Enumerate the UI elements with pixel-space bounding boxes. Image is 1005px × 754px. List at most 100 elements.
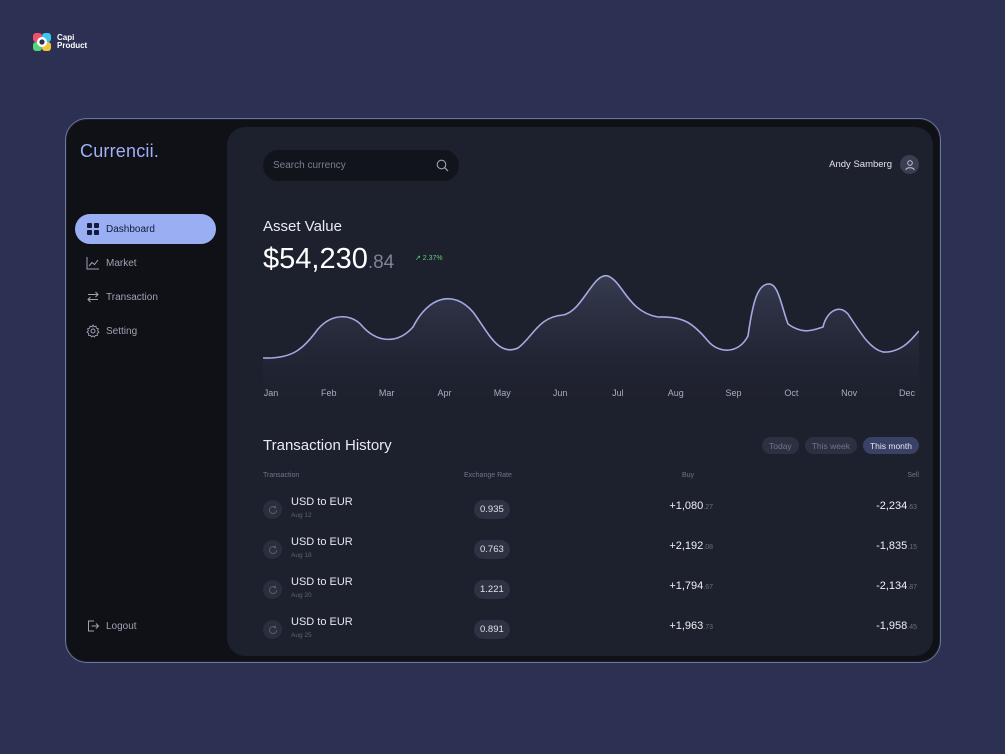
- table-row[interactable]: USD to EUR Aug 18 0.763 +2,192.08 -1,835…: [263, 532, 919, 572]
- filter-today[interactable]: Today: [762, 437, 799, 454]
- buy-amount: +2,192.08: [669, 540, 713, 552]
- buy-value: +1,963: [669, 620, 704, 632]
- buy-cents: .73: [703, 624, 713, 631]
- asset-title: Asset Value: [263, 218, 342, 235]
- column-header-rate[interactable]: Exchange Rate: [464, 472, 512, 479]
- sell-value: -1,958: [876, 620, 908, 632]
- logout-button[interactable]: Logout: [86, 619, 137, 633]
- sell-cents: .63: [907, 504, 917, 511]
- x-tick-label: Aug: [667, 388, 684, 398]
- sidebar-item-market[interactable]: Market: [75, 248, 216, 278]
- chart-line-icon: [86, 257, 99, 270]
- gear-icon: [86, 324, 100, 338]
- x-tick-label: Sep: [725, 388, 742, 398]
- logout-label: Logout: [106, 620, 137, 632]
- exchange-rate-badge: 0.935: [474, 500, 510, 519]
- buy-amount: +1,963.73: [669, 620, 713, 632]
- x-tick-label: Mar: [378, 388, 395, 398]
- main-panel: Andy Samberg Asset Value $54,230 .84 ↗ 2…: [227, 127, 933, 656]
- sell-cents: .45: [907, 624, 917, 631]
- chart-line: [263, 275, 919, 359]
- sell-amount: -2,134.87: [876, 580, 917, 592]
- table-row[interactable]: USD to EUR Aug 20 1.221 +1,794.67 -2,134…: [263, 572, 919, 612]
- row-pair: USD to EUR: [291, 496, 353, 508]
- buy-cents: .67: [703, 584, 713, 591]
- x-tick-label: Apr: [437, 388, 452, 398]
- logout-icon: [88, 620, 100, 632]
- sell-value: -1,835: [876, 540, 908, 552]
- buy-value: +1,794: [669, 580, 704, 592]
- brand-line-2: Product: [57, 41, 88, 50]
- avatar[interactable]: [900, 155, 919, 174]
- brand-logo-icon: [33, 33, 51, 51]
- x-tick-label: Jul: [612, 388, 624, 398]
- x-tick-label: Oct: [784, 388, 799, 398]
- x-tick-label: Feb: [321, 388, 337, 398]
- row-date: Aug 25: [291, 632, 312, 639]
- refresh-icon: [263, 580, 282, 599]
- buy-cents: .27: [703, 504, 713, 511]
- sell-amount: -2,234.63: [876, 500, 917, 512]
- app-logo[interactable]: Currencii.: [80, 141, 160, 161]
- sidebar: Currencii. Dashboard Market Transaction …: [66, 119, 228, 662]
- row-pair: USD to EUR: [291, 616, 353, 628]
- exchange-rate-badge: 0.763: [474, 540, 510, 559]
- sidebar-item-label: Transaction: [106, 291, 158, 303]
- search-icon[interactable]: [436, 159, 449, 172]
- sidebar-nav: Dashboard Market Transaction Setting: [75, 214, 216, 350]
- x-tick-label: Dec: [898, 388, 916, 398]
- row-pair: USD to EUR: [291, 536, 353, 548]
- sidebar-item-label: Setting: [106, 325, 138, 337]
- buy-amount: +1,080.27: [669, 500, 713, 512]
- buy-amount: +1,794.67: [669, 580, 713, 592]
- buy-value: +2,192: [669, 540, 704, 552]
- chart-x-axis: Jan Feb Mar Apr May Jun Jul Aug Sep Oct Nov Dec: [263, 388, 919, 402]
- x-tick-label: Jan: [263, 388, 279, 398]
- filter-this-month[interactable]: This month: [862, 437, 919, 454]
- asset-value-main: $54,230: [263, 243, 368, 275]
- search-input[interactable]: [273, 160, 423, 171]
- row-date: Aug 12: [291, 512, 312, 519]
- user-menu[interactable]: Andy Samberg: [829, 155, 919, 174]
- arrows-swap-icon: [87, 291, 99, 303]
- brand-name: Capi Product: [57, 34, 97, 50]
- row-date: Aug 20: [291, 592, 312, 599]
- asset-value-decimal: .84: [367, 252, 395, 273]
- table-row[interactable]: USD to EUR Aug 25 0.891 +1,963.73 -1,958…: [263, 612, 919, 652]
- sidebar-item-dashboard[interactable]: Dashboard: [75, 214, 216, 244]
- period-filter: Today This week This month: [762, 437, 919, 454]
- column-header-buy[interactable]: Buy: [682, 472, 695, 479]
- exchange-rate-badge: 1.221: [474, 580, 510, 599]
- exchange-rate-badge: 0.891: [474, 620, 510, 639]
- buy-value: +1,080: [669, 500, 704, 512]
- filter-this-week[interactable]: This week: [804, 437, 857, 454]
- refresh-icon: [263, 540, 282, 559]
- sell-value: -2,134: [876, 580, 908, 592]
- search-bar[interactable]: [263, 150, 459, 181]
- user-name: Andy Samberg: [829, 159, 892, 170]
- asset-change-badge: ↗ 2.37%: [415, 255, 443, 262]
- table-row[interactable]: USD to EUR Aug 12 0.935 +1,080.27 -2,234…: [263, 492, 919, 532]
- x-tick-label: Nov: [841, 388, 858, 398]
- grid-icon: [87, 223, 99, 235]
- row-date: Aug 18: [291, 552, 312, 559]
- transaction-history-title: Transaction History: [263, 437, 392, 454]
- row-pair: USD to EUR: [291, 576, 353, 588]
- column-header-sell[interactable]: Sell: [907, 472, 919, 479]
- asset-value: $54,230 .84: [263, 243, 394, 276]
- app-window: Currencii. Dashboard Market Transaction …: [65, 118, 941, 663]
- x-tick-label: Jun: [552, 388, 568, 398]
- transaction-table: USD to EUR Aug 12 0.935 +1,080.27 -2,234…: [263, 492, 919, 652]
- brand-line-1: Capi: [57, 33, 75, 42]
- refresh-icon: [263, 620, 282, 639]
- sidebar-item-label: Dashboard: [106, 223, 155, 235]
- asset-chart[interactable]: [263, 267, 919, 407]
- sell-value: -2,234: [876, 500, 908, 512]
- sidebar-item-setting[interactable]: Setting: [75, 316, 216, 346]
- sell-amount: -1,835.15: [876, 540, 917, 552]
- refresh-icon: [263, 500, 282, 519]
- sell-cents: .15: [907, 544, 917, 551]
- sell-cents: .87: [907, 584, 917, 591]
- sidebar-item-transaction[interactable]: Transaction: [75, 282, 216, 312]
- column-header-transaction[interactable]: Transaction: [263, 472, 300, 479]
